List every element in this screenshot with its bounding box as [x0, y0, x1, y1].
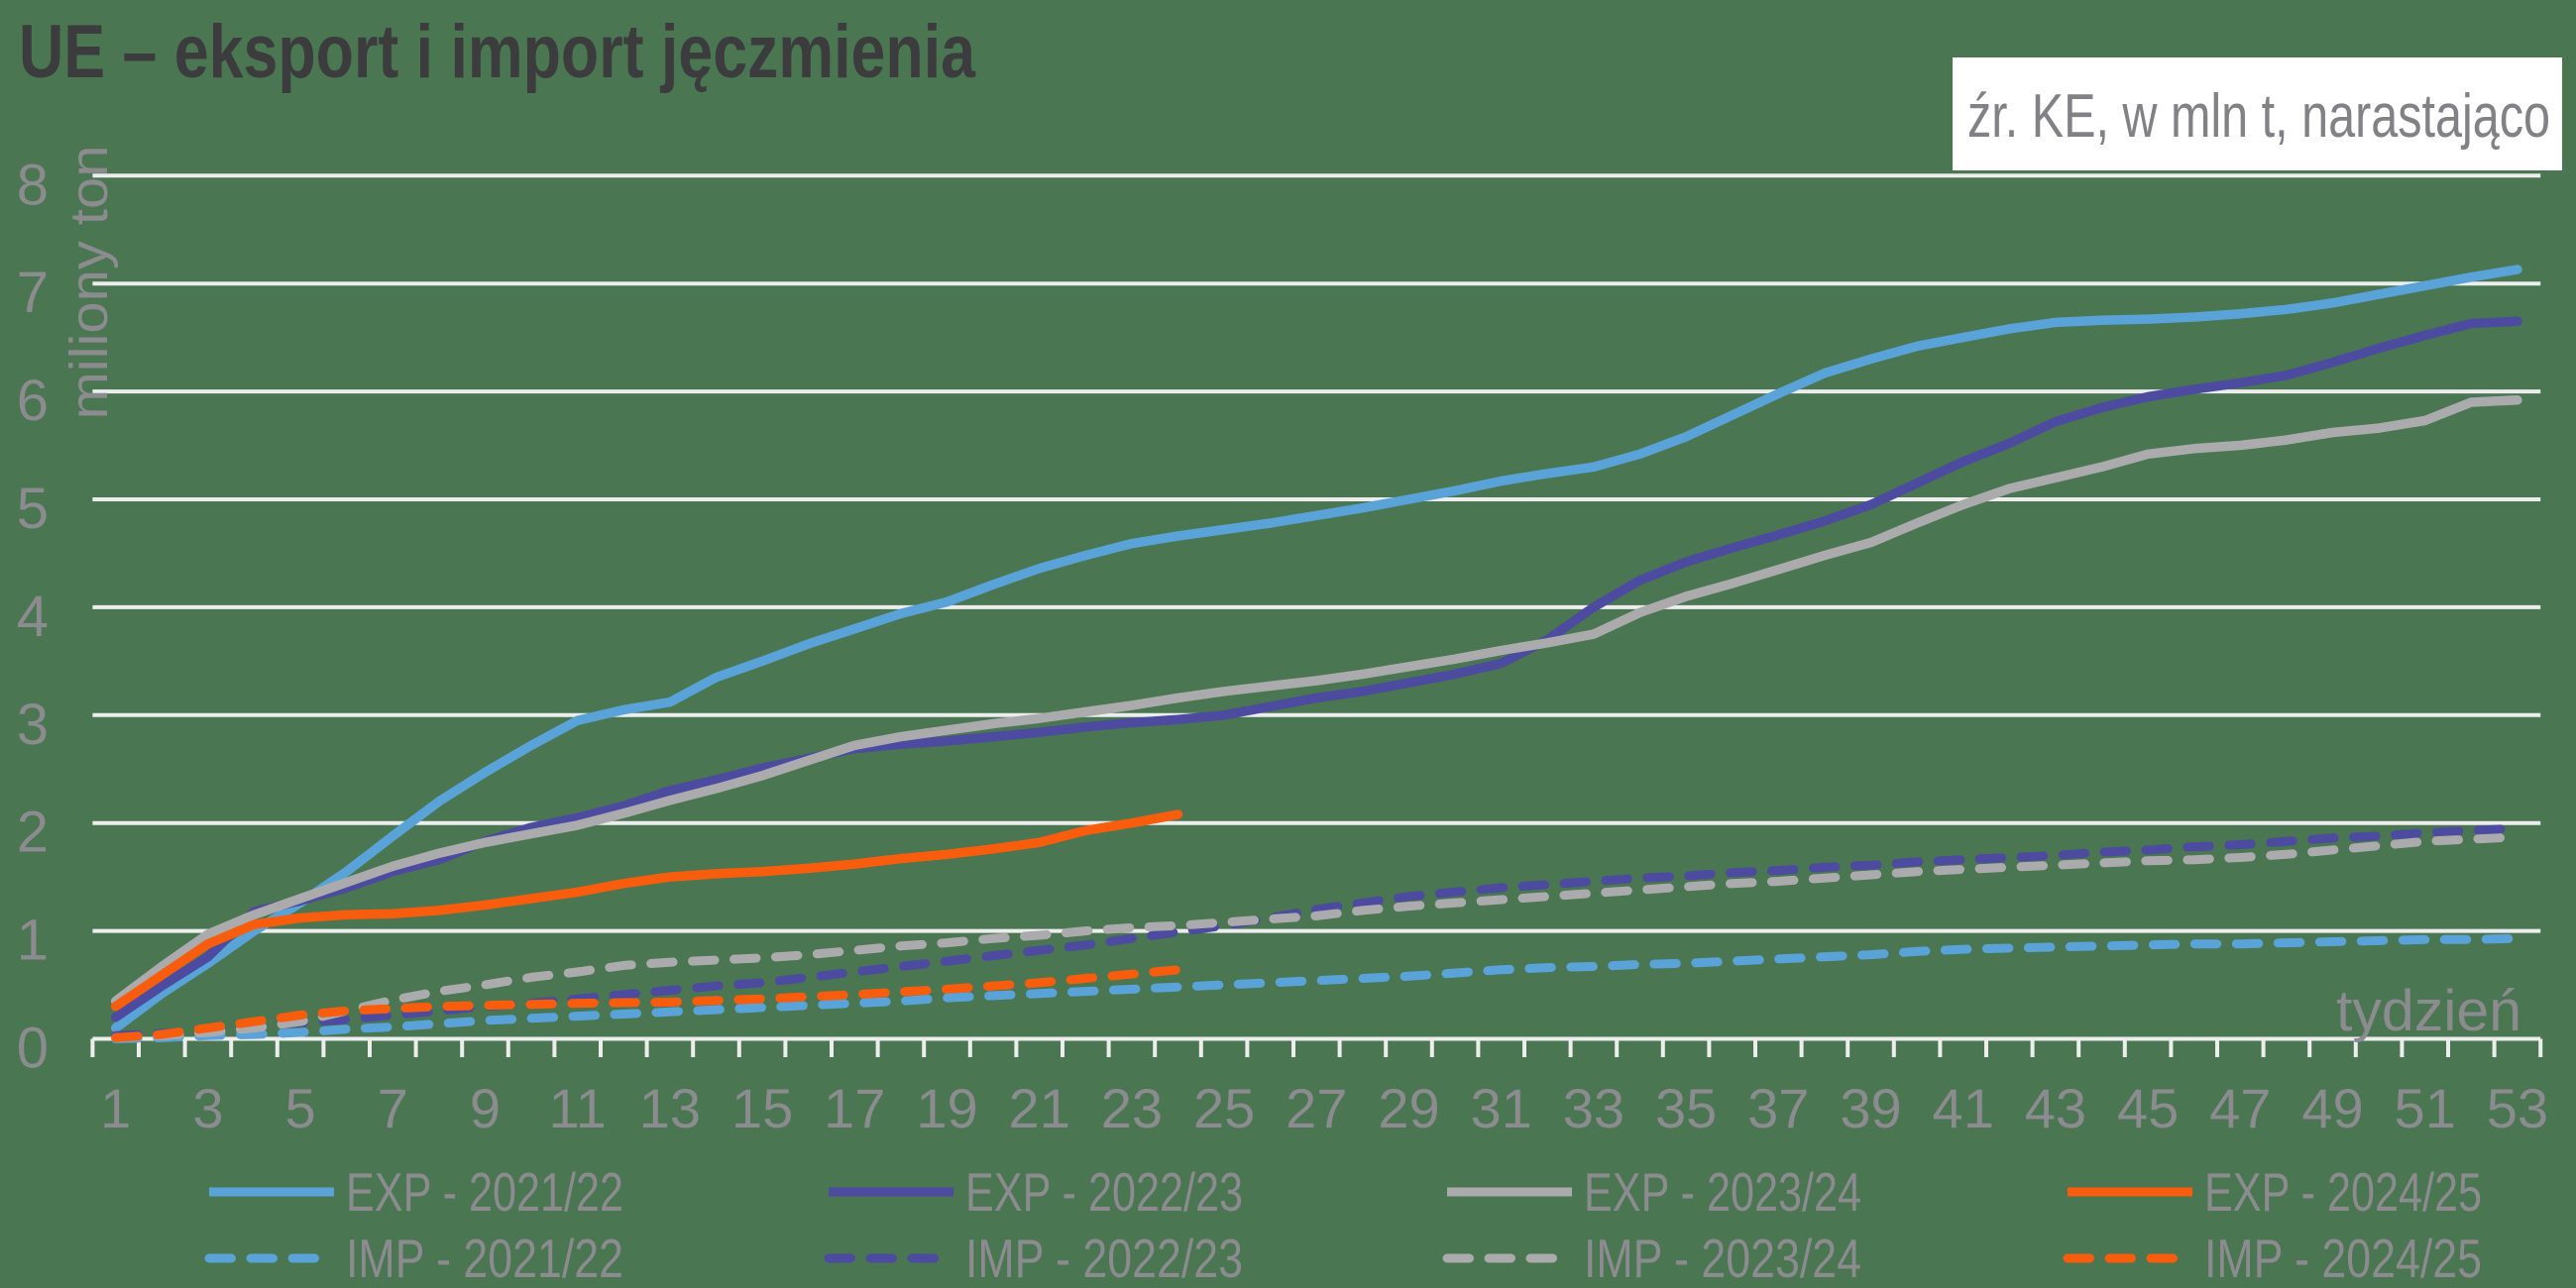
svg-text:miliony ton: miliony ton [59, 146, 119, 420]
svg-text:3: 3 [17, 693, 49, 757]
svg-text:7: 7 [17, 261, 49, 325]
svg-text:EXP - 2022/23: EXP - 2022/23 [965, 1161, 1243, 1223]
svg-text:37: 37 [1747, 1077, 1809, 1139]
svg-text:5: 5 [17, 477, 49, 541]
svg-text:51: 51 [2395, 1077, 2456, 1139]
svg-text:15: 15 [731, 1077, 793, 1139]
svg-text:IMP - 2024/25: IMP - 2024/25 [2204, 1228, 2482, 1288]
svg-text:3: 3 [192, 1077, 223, 1139]
svg-text:9: 9 [470, 1077, 501, 1139]
svg-text:21: 21 [1009, 1077, 1070, 1139]
svg-text:5: 5 [285, 1077, 316, 1139]
svg-text:45: 45 [2117, 1077, 2179, 1139]
svg-text:6: 6 [17, 369, 49, 433]
svg-text:11: 11 [549, 1077, 607, 1139]
svg-text:1: 1 [17, 909, 49, 973]
svg-text:41: 41 [1933, 1077, 1994, 1139]
svg-text:7: 7 [378, 1077, 408, 1139]
svg-text:13: 13 [639, 1077, 701, 1139]
svg-text:17: 17 [824, 1077, 885, 1139]
svg-text:29: 29 [1378, 1077, 1439, 1139]
svg-text:49: 49 [2301, 1077, 2363, 1139]
svg-text:UE – eksport i import jęczmien: UE – eksport i import jęczmienia [19, 10, 976, 94]
svg-text:43: 43 [2025, 1077, 2086, 1139]
svg-text:53: 53 [2487, 1077, 2548, 1139]
svg-text:IMP - 2022/23: IMP - 2022/23 [965, 1228, 1243, 1288]
svg-text:23: 23 [1101, 1077, 1163, 1139]
svg-text:39: 39 [1840, 1077, 1901, 1139]
svg-text:EXP - 2024/25: EXP - 2024/25 [2204, 1161, 2482, 1223]
svg-text:EXP - 2023/24: EXP - 2023/24 [1584, 1161, 1861, 1223]
svg-text:47: 47 [2209, 1077, 2271, 1139]
svg-text:1: 1 [100, 1077, 131, 1139]
svg-text:31: 31 [1471, 1077, 1532, 1139]
svg-text:27: 27 [1286, 1077, 1347, 1139]
svg-text:EXP - 2021/22: EXP - 2021/22 [346, 1161, 623, 1223]
svg-text:19: 19 [916, 1077, 977, 1139]
svg-text:tydzień: tydzień [2336, 979, 2521, 1043]
svg-text:4: 4 [17, 585, 49, 649]
svg-text:35: 35 [1655, 1077, 1717, 1139]
svg-text:33: 33 [1563, 1077, 1624, 1139]
svg-text:IMP - 2021/22: IMP - 2021/22 [346, 1228, 623, 1288]
svg-text:25: 25 [1193, 1077, 1255, 1139]
svg-text:2: 2 [17, 801, 49, 865]
svg-text:źr. KE, w mln t, narastająco: źr. KE, w mln t, narastająco [1967, 82, 2550, 151]
svg-text:8: 8 [17, 153, 49, 217]
svg-text:IMP - 2023/24: IMP - 2023/24 [1584, 1228, 1861, 1288]
svg-text:0: 0 [17, 1017, 49, 1081]
